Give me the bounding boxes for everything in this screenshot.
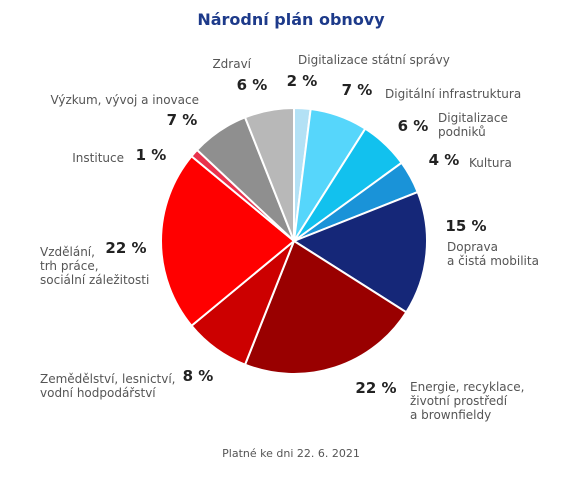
slice-label: Zdraví [212,57,251,71]
slice-label-line: trh práce, [40,259,99,273]
slice-label-line: Výzkum, vývoj a inovace [51,93,199,107]
slice-label-line: Kultura [469,156,512,170]
slice-percentage: 2 % [287,72,318,90]
slice-label-line: Vzdělání, [40,245,95,259]
slice-label: Doprava a čistá mobilita [447,240,539,268]
slice-label-line: sociální záležitosti [40,273,149,287]
slice-percentage: 8 % [183,367,214,385]
slice-label-line: Digitalizace [438,111,508,125]
slice-label-line: Zdraví [212,57,251,71]
slice-label-line: podniků [438,125,486,139]
slice-label: Energie, recyklace, životní prostředí a br… [410,380,524,422]
slice-label-line: vodní hodpodářství [40,386,156,400]
pie-slice [160,154,296,328]
slice-percentage: 6 % [237,76,268,94]
slice-label-line: životní prostředí [410,394,508,408]
chart-title: Národní plán obnovy [197,10,385,29]
slice-percentage: 7 % [167,111,198,129]
chart-footnote: Platné ke dni 22. 6. 2021 [222,447,360,460]
slice-percentage: 22 % [105,239,146,257]
slice-label-line: Zemědělství, lesnictví, [40,372,176,386]
slice-label-line: Digitalizace státní správy [298,53,450,67]
pie-slice [243,239,408,375]
pie-slices [160,106,428,375]
slice-label-line: Digitální infrastruktura [385,87,521,101]
slice-percentage: 22 % [355,379,396,397]
slice-percentage: 15 % [445,217,486,235]
slice-label: Kultura [469,156,512,170]
pie-slice [243,106,295,242]
slice-percentage: 4 % [429,151,460,169]
slice-percentage: 1 % [136,146,167,164]
slice-label-line: Doprava [447,240,498,254]
slice-label: Zemědělství, lesnictví, vodní hodpodářstv… [40,372,176,400]
slice-label-line: Instituce [72,151,124,165]
slice-label-line: a čistá mobilita [447,254,539,268]
slice-label: Digitalizace státní správy [298,53,450,67]
slice-label: Digitalizace podniků [438,111,508,139]
pie-slice [291,190,428,314]
slice-labels: 2 % Digitalizace státní správy 7 % Digitáln… [40,53,539,422]
slice-label: Digitální infrastruktura [385,87,521,101]
slice-label: Instituce [72,151,124,165]
slice-percentage: 7 % [342,81,373,99]
slice-label: Vzdělání, trh práce, sociální záležitosti [40,245,149,287]
slice-label: Výzkum, vývoj a inovace [51,93,199,107]
slice-label-line: a brownfieldy [410,408,491,422]
slice-label-line: Energie, recyklace, [410,380,524,394]
slice-percentage: 6 % [398,117,429,135]
